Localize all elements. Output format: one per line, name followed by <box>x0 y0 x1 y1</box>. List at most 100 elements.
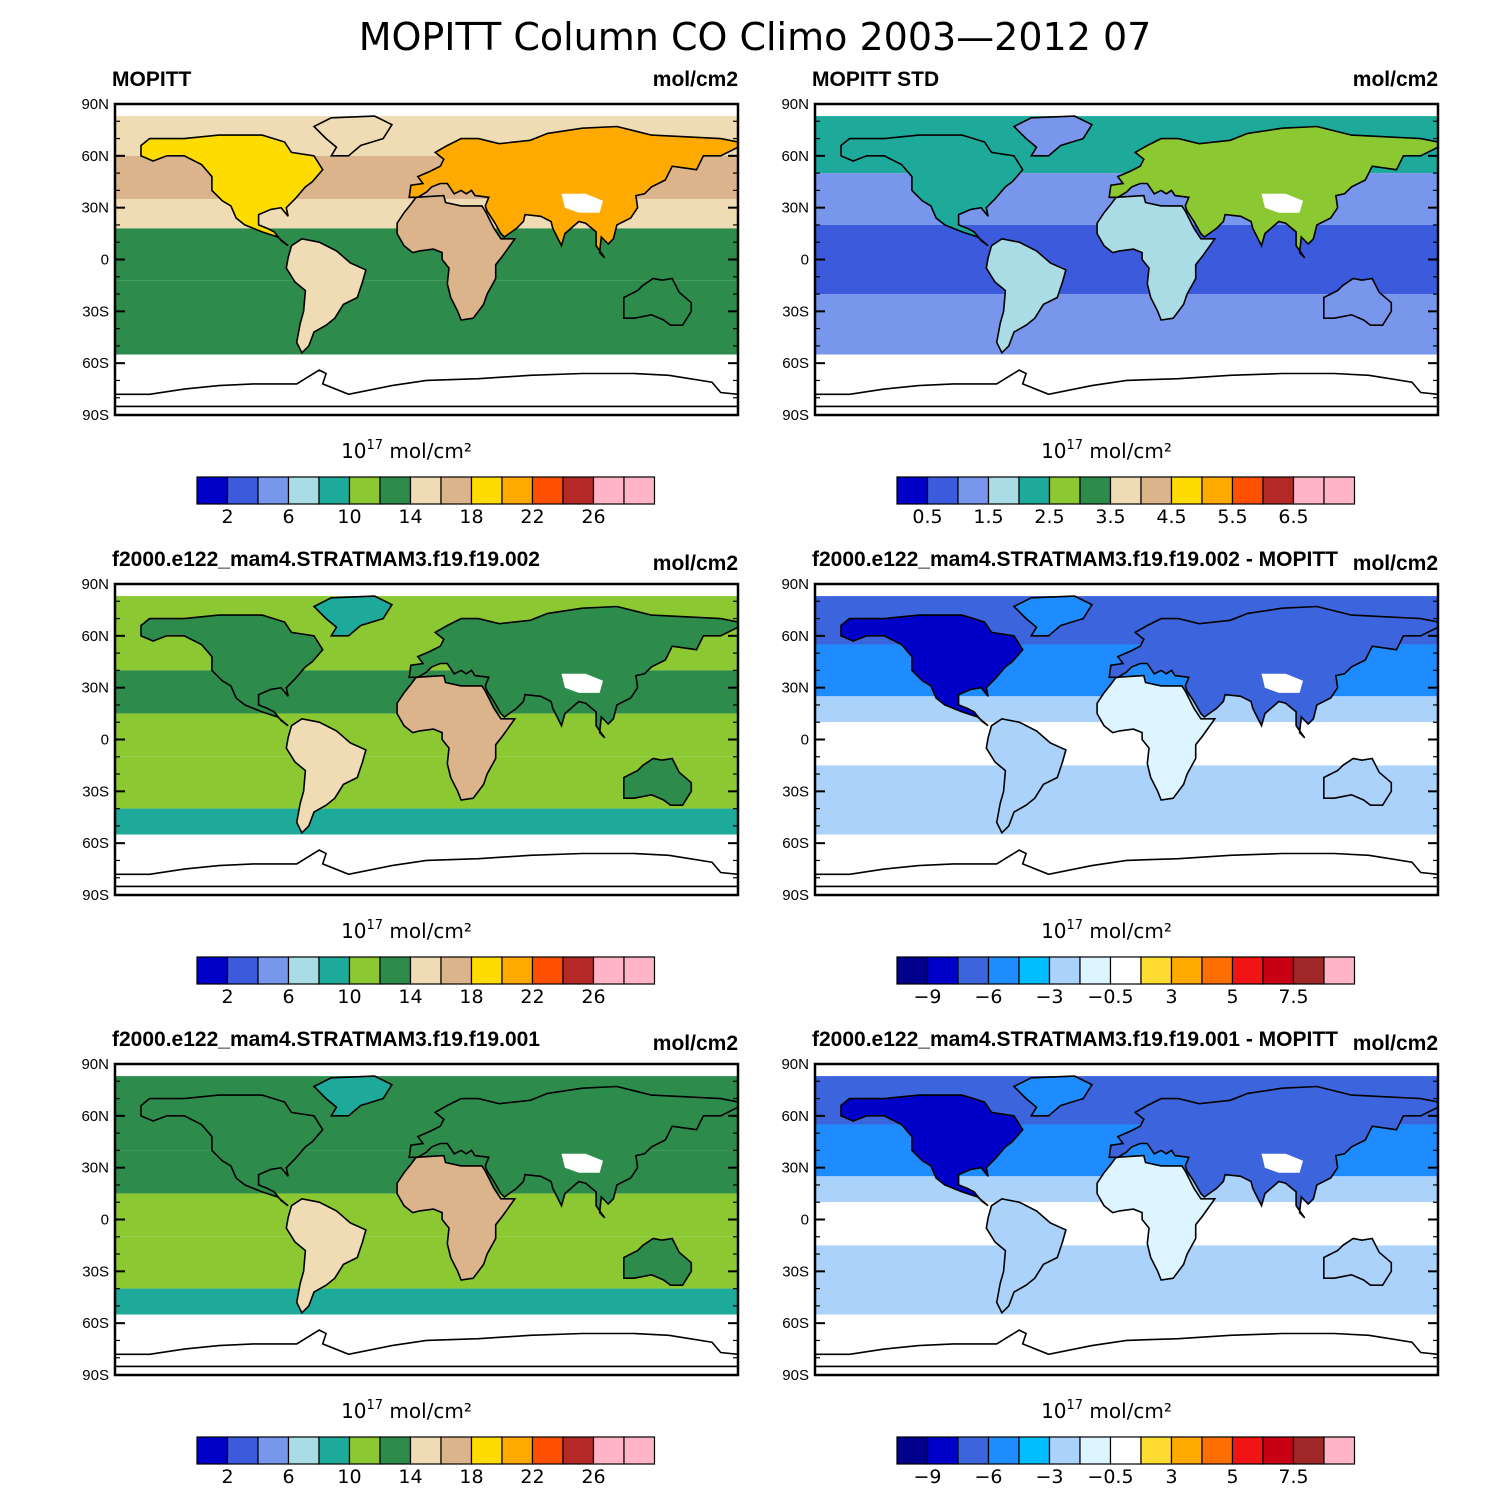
colorbar-label: 22 <box>520 986 544 1008</box>
colorbar-label: 5.5 <box>1217 506 1247 528</box>
colorbar-swatch <box>1201 956 1234 985</box>
lat-tick-label: 30S <box>782 783 809 800</box>
colorbar-swatch <box>562 1436 595 1465</box>
panel-title: MOPITT STD <box>812 68 939 91</box>
colorbar-swatch <box>501 956 534 985</box>
colorbar-title: 1017 mol/cm² <box>341 918 472 943</box>
lat-tick-label: 90S <box>82 407 109 424</box>
colorbar-swatch <box>1292 956 1325 985</box>
lat-tick-label: 0 <box>801 732 809 749</box>
colorbar-swatch <box>987 476 1020 505</box>
panel-title: f2000.e122_mam4.STRATMAM3.f19.f19.002 <box>112 548 540 571</box>
lat-tick-label: 90N <box>81 96 109 113</box>
colorbar-swatch <box>562 956 595 985</box>
colorbar-swatch <box>348 476 381 505</box>
data-band <box>115 808 738 835</box>
lat-tick-label: 90S <box>82 1367 109 1384</box>
land-fill-greenland <box>314 116 392 156</box>
colorbar-swatch <box>1231 956 1264 985</box>
map-field <box>815 104 1438 415</box>
colorbar-label: −6 <box>974 1466 1002 1488</box>
colorbar-swatch <box>348 956 381 985</box>
panel-middle-right: f2000.e122_mam4.STRATMAM3.f19.f19.002 - … <box>781 548 1440 1008</box>
panel-units: mol/cm2 <box>653 68 738 91</box>
panel-title: f2000.e122_mam4.STRATMAM3.f19.f19.002 - … <box>812 548 1338 571</box>
no-data-band <box>115 1314 738 1375</box>
land-fill-greenland <box>314 596 392 636</box>
lat-tick-label: 60N <box>81 628 109 645</box>
colorbar-swatch <box>1323 1436 1356 1465</box>
colorbar-swatch <box>196 476 229 505</box>
coastline-north-america <box>840 134 1024 247</box>
colorbar-swatch <box>1018 956 1051 985</box>
colorbar-swatch <box>592 476 625 505</box>
colorbar-swatch <box>1231 476 1264 505</box>
colorbar-title: 1017 mol/cm² <box>1041 438 1172 463</box>
coastline-antarctica <box>815 369 1438 408</box>
missing-data-region <box>561 673 603 693</box>
land-fill-eurasia <box>1109 1086 1438 1218</box>
colorbar-swatch <box>987 1436 1020 1465</box>
missing-data-region <box>1261 1153 1303 1173</box>
lat-tick-label: 30N <box>81 1160 109 1177</box>
coastline-south-america <box>985 717 1067 835</box>
land-fill-australia <box>1323 278 1392 326</box>
colorbar-swatch <box>531 956 564 985</box>
coastline-eurasia <box>408 1085 738 1219</box>
missing-data-region <box>561 1153 603 1173</box>
land-fill-australia <box>623 758 692 806</box>
coastline-australia <box>1323 757 1393 807</box>
colorbar-swatch <box>1018 1436 1051 1465</box>
panel-units: mol/cm2 <box>1353 1032 1438 1055</box>
colorbar-label: 26 <box>581 1466 605 1488</box>
colorbar-swatch <box>409 476 442 505</box>
colorbar-swatch <box>1079 476 1112 505</box>
colorbar-label: 5 <box>1226 986 1238 1008</box>
colorbar-swatch <box>896 956 929 985</box>
colorbar-label: 3.5 <box>1095 506 1125 528</box>
lat-tick-label: 90S <box>782 1367 809 1384</box>
colorbar-label: 22 <box>520 506 544 528</box>
colorbar-swatch <box>1170 1436 1203 1465</box>
colorbar-swatch <box>1292 476 1325 505</box>
colorbar-swatch <box>257 1436 290 1465</box>
colorbar-swatch <box>1048 956 1081 985</box>
colorbar-swatch <box>957 1436 990 1465</box>
land-fill-eurasia <box>409 126 738 258</box>
coastline-antarctica <box>115 849 738 888</box>
lat-tick-label: 30N <box>81 680 109 697</box>
colorbar-label: −3 <box>1035 1466 1063 1488</box>
panel-units: mol/cm2 <box>653 1032 738 1055</box>
panel-title: f2000.e122_mam4.STRATMAM3.f19.f19.001 - … <box>812 1028 1338 1051</box>
colorbar-swatch <box>257 476 290 505</box>
colorbar-label: 14 <box>398 506 422 528</box>
colorbar-swatch <box>1262 1436 1295 1465</box>
colorbar-swatch <box>1079 1436 1112 1465</box>
colorbar-swatch <box>226 1436 259 1465</box>
colorbar-label: 14 <box>398 986 422 1008</box>
colorbar-swatch <box>1048 1436 1081 1465</box>
map-field <box>115 584 738 895</box>
coastline-north-america <box>840 1094 1024 1207</box>
colorbar-swatch <box>379 956 412 985</box>
colorbar-swatch <box>1262 956 1295 985</box>
colorbar-label: 26 <box>581 506 605 528</box>
colorbar-swatch <box>379 476 412 505</box>
land-fill-south-america <box>286 238 366 353</box>
colorbar-label: 4.5 <box>1156 506 1186 528</box>
missing-data-region <box>1261 673 1303 693</box>
coastline-eurasia <box>408 605 738 739</box>
panel-top-left: MOPITT mol/cm2 90N 60N 30N 0 30S 60S 90S 1017 mol… <box>81 68 740 528</box>
colorbar-label: 5 <box>1226 1466 1238 1488</box>
lat-tick-label: 60N <box>781 1108 809 1125</box>
land-fill-australia <box>1323 1238 1392 1286</box>
coastline-greenland <box>1012 115 1094 157</box>
colorbar-swatch <box>562 476 595 505</box>
colorbar-swatch <box>1109 956 1142 985</box>
colorbar-swatch <box>623 476 656 505</box>
coastline-antarctica <box>815 1329 1438 1368</box>
colorbar-swatch <box>926 476 959 505</box>
colorbar-swatch <box>1262 476 1295 505</box>
coastline-greenland <box>1012 1075 1094 1117</box>
colorbar-swatch <box>257 956 290 985</box>
